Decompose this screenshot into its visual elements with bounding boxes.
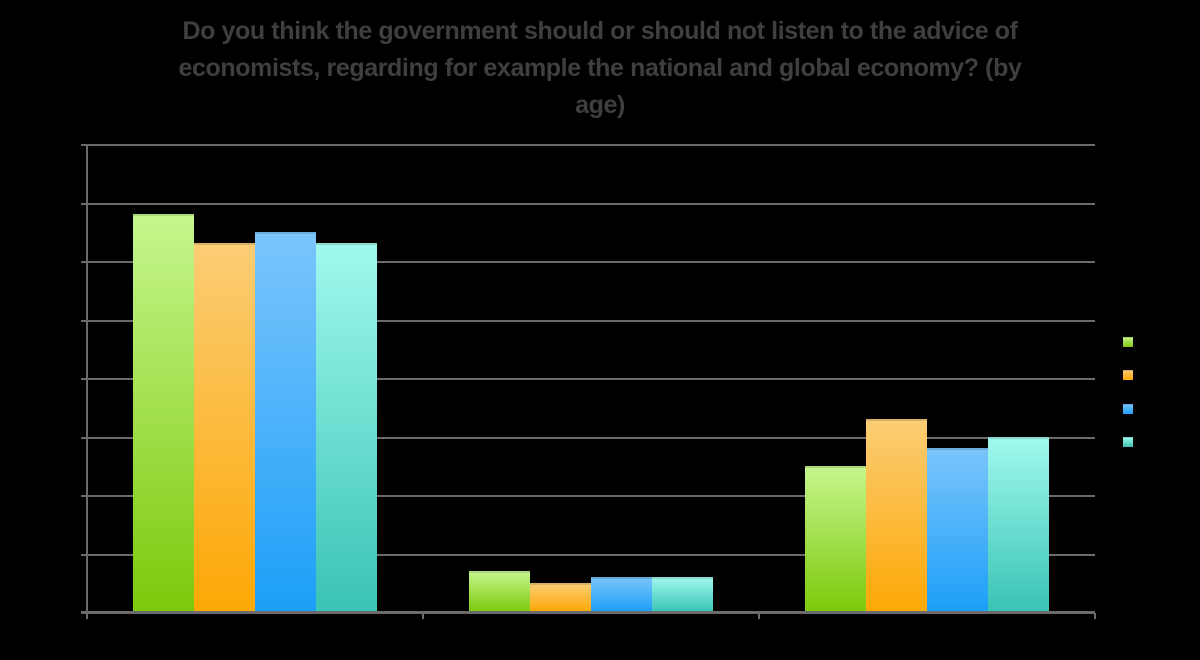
x-axis-tick-3 (1094, 613, 1096, 619)
x-axis-line (81, 611, 1095, 613)
legend-swatch-3 (1123, 403, 1133, 414)
bar-series1-category3 (804, 465, 866, 612)
bar-series1-category2 (468, 571, 530, 612)
plot-area (81, 144, 1096, 619)
bar-series2-category2 (529, 582, 591, 612)
legend-item-4 (1123, 437, 1200, 448)
bar-series3-category3 (927, 448, 989, 612)
gridline-70pct (81, 202, 1095, 205)
chart-title: Do you think the government should or sh… (0, 13, 1200, 124)
y-axis-line (86, 145, 88, 619)
legend-item-3 (1123, 403, 1200, 415)
legend-swatch-2 (1123, 370, 1133, 381)
gridline-10pct (81, 553, 1095, 556)
legend-swatch-1 (1123, 337, 1133, 347)
gridline-30pct (81, 436, 1095, 439)
legend-item-1 (1123, 337, 1200, 348)
bar-series4-category3 (988, 436, 1050, 612)
x-axis-tick-1 (422, 613, 424, 619)
legend-swatch-4 (1123, 437, 1133, 448)
bar-series3-category2 (591, 576, 653, 612)
gridline-80pct (81, 144, 1095, 146)
x-axis-tick-0 (86, 613, 88, 619)
bar-series1-category1 (132, 214, 194, 612)
chart-title-line-1: Do you think the government should or sh… (182, 17, 1018, 45)
x-axis-tick-2 (758, 613, 760, 619)
gridline-40pct (81, 378, 1095, 380)
gridline-0pct (81, 612, 1095, 614)
bar-series3-category1 (255, 231, 317, 612)
bar-series4-category2 (652, 576, 714, 612)
legend (1123, 337, 1200, 452)
bar-series2-category1 (193, 243, 255, 612)
legend-item-2 (1123, 370, 1200, 381)
gridline-50pct (81, 319, 1095, 322)
bar-series4-category1 (316, 243, 378, 612)
gridline-60pct (81, 261, 1095, 263)
chart-title-line-2: economists, regarding for example the na… (178, 54, 1022, 82)
chart-title-line-3: age) (575, 91, 625, 119)
bar-series2-category3 (865, 418, 927, 612)
gridline-20pct (81, 495, 1095, 497)
